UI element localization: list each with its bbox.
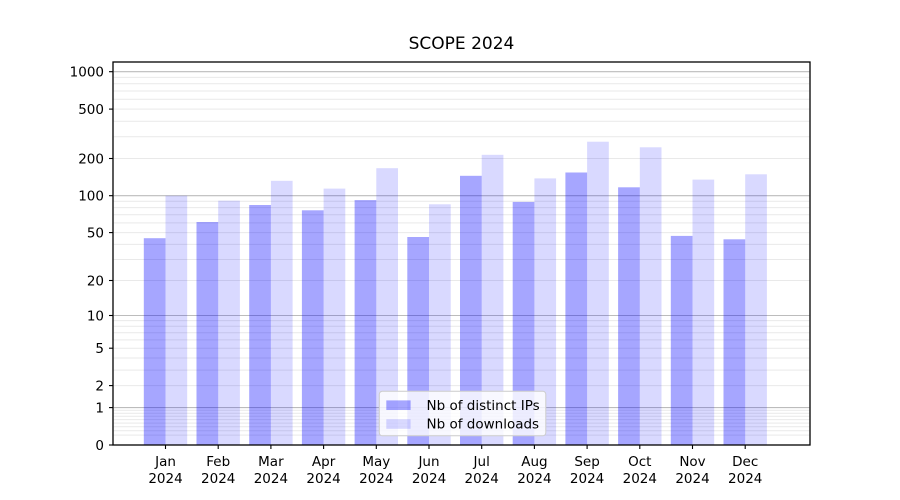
- legend-swatch-downloads: [386, 419, 411, 429]
- bar-distinct-ips: [249, 205, 271, 445]
- bar-downloads: [481, 154, 504, 446]
- bar-distinct-ips: [723, 239, 746, 445]
- axes: 0 1 2 5 10 20 50 100 200 500 1000 Jan 2024 Feb 2024 Mar…: [70, 61, 811, 487]
- y-tick-label: 20: [87, 273, 104, 289]
- bar-downloads: [745, 174, 767, 446]
- bar-downloads: [639, 147, 662, 446]
- legend-label-distinct-ips: Nb of distinct IPs: [427, 398, 540, 414]
- bar-downloads: [218, 200, 240, 445]
- bar-downloads: [376, 168, 398, 445]
- chart-title: SCOPE 2024: [408, 34, 515, 54]
- x-tick-label: Oct 2024: [623, 454, 657, 487]
- x-tick-label: Nov 2024: [675, 454, 709, 487]
- x-tick-label: Jul 2024: [465, 454, 499, 487]
- bar-distinct-ips: [354, 200, 377, 445]
- bar-downloads: [692, 179, 715, 445]
- x-tick-label: May 2024: [359, 454, 393, 487]
- y-tick-label: 0: [95, 438, 104, 454]
- bar-distinct-ips: [618, 187, 640, 446]
- y-tick-label: 50: [87, 225, 104, 241]
- legend-box: [378, 390, 547, 437]
- bar-downloads: [429, 204, 451, 445]
- bar-downloads: [587, 141, 609, 445]
- x-tick-label: Feb 2024: [201, 454, 235, 487]
- y-tick-label: 200: [78, 151, 104, 167]
- bar-distinct-ips: [301, 210, 324, 445]
- bar-downloads: [165, 195, 188, 445]
- legend-label-downloads: Nb of downloads: [427, 417, 540, 433]
- x-tick-label: Aug 2024: [517, 454, 551, 487]
- bar-downloads: [534, 178, 557, 445]
- y-tick-label: 5: [95, 341, 104, 357]
- y-tick-label: 1000: [70, 65, 104, 81]
- y-tick-label: 100: [78, 189, 104, 205]
- y-tick-label: 1: [95, 400, 104, 416]
- y-tick-label: 10: [87, 308, 104, 324]
- bar-distinct-ips: [196, 222, 219, 445]
- gridlines: [113, 71, 810, 436]
- bar-downloads: [270, 180, 293, 446]
- bar-distinct-ips: [565, 172, 588, 445]
- bar-downloads: [323, 188, 346, 445]
- x-tick-label: Jun 2024: [412, 454, 446, 487]
- x-tick-label: Jan 2024: [148, 454, 182, 487]
- bar-distinct-ips: [460, 175, 482, 446]
- y-tick-label: 2: [95, 378, 104, 394]
- bar-distinct-ips: [143, 238, 166, 445]
- bars-group: [143, 141, 767, 446]
- x-tick-label: Dec 2024: [728, 454, 762, 487]
- y-tick-label: 500: [78, 102, 104, 118]
- x-tick-label: Sep 2024: [570, 454, 604, 487]
- x-tick-label: Mar 2024: [254, 454, 288, 487]
- legend: Nb of distinct IPs Nb of downloads: [378, 390, 547, 437]
- legend-swatch-distinct-ips: [386, 400, 411, 410]
- bar-distinct-ips: [670, 235, 693, 445]
- bar-distinct-ips: [512, 201, 535, 445]
- x-tick-label: Apr 2024: [306, 454, 340, 487]
- plot-border: [112, 61, 811, 446]
